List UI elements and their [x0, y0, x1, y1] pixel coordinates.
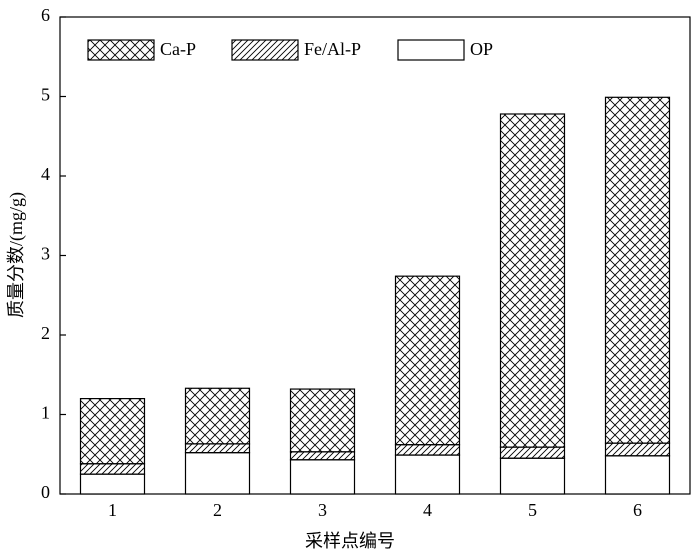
bar-segment	[184, 443, 251, 454]
legend-swatch	[231, 39, 299, 61]
bar-segment	[394, 444, 461, 456]
legend-label: Ca-P	[160, 39, 196, 59]
bar-segment	[289, 388, 356, 453]
bar-segment	[499, 457, 566, 495]
legend-swatch	[87, 39, 155, 61]
bar-segment	[394, 454, 461, 495]
x-tick-label: 6	[633, 500, 642, 520]
bar-segment	[184, 387, 251, 445]
x-tick-label: 2	[213, 500, 222, 520]
bar-segment	[289, 459, 356, 495]
y-tick-label: 4	[41, 164, 50, 184]
x-tick-label: 1	[108, 500, 117, 520]
x-tick-label: 5	[528, 500, 537, 520]
y-tick-label: 2	[41, 323, 50, 343]
bar-segment	[499, 113, 566, 448]
bar-segment	[394, 275, 461, 446]
x-axis-label: 采样点编号	[305, 531, 395, 551]
x-tick-label: 3	[318, 500, 327, 520]
y-tick-label: 6	[41, 5, 50, 25]
bar-segment	[184, 452, 251, 495]
plot-frame	[59, 16, 691, 495]
bar-segment	[79, 463, 146, 475]
legend-swatch	[397, 39, 465, 61]
bar-segment	[289, 451, 356, 461]
y-tick-label: 0	[41, 482, 50, 502]
y-tick-label: 5	[41, 85, 50, 105]
bar-segment	[604, 442, 671, 457]
bar-segment	[499, 446, 566, 459]
bar-segment	[604, 455, 671, 495]
y-tick-label: 1	[41, 403, 50, 423]
legend-label: OP	[470, 39, 493, 59]
bar-segment	[79, 473, 146, 495]
bar-segment	[79, 398, 146, 465]
y-tick-label: 3	[41, 244, 50, 264]
x-tick-label: 4	[423, 500, 432, 520]
legend-label: Fe/Al-P	[304, 39, 361, 59]
bar-segment	[604, 96, 671, 444]
y-axis-label: 质量分数/(mg/g)	[6, 192, 27, 318]
